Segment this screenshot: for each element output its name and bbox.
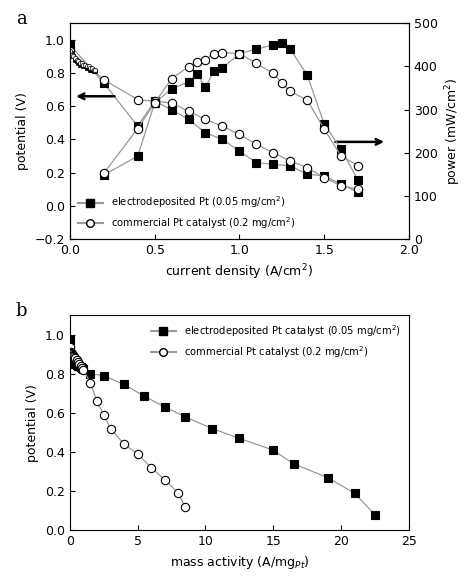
commercial Pt catalyst (0.2 mg/cm$^2$) <box>71 354 77 361</box>
commercial Pt catalyst (0.2 mg/cm$^2$) <box>108 425 113 432</box>
commercial Pt catalyst (0.2 mg/cm$^2$) <box>81 366 86 373</box>
commercial Pt catalyst (0.2 mg/cm$^2$) <box>135 450 140 457</box>
electrodeposited Pt catalyst (0.05 mg/cm$^2$) <box>121 381 127 388</box>
commercial Pt catalyst (0.2 mg/cm$^2$) <box>74 357 80 364</box>
electrodeposited Pt catalyst (0.05 mg/cm$^2$) <box>182 413 188 420</box>
commercial Pt catalyst (0.2 mg/cm$^2$) <box>175 489 181 496</box>
commercial Pt catalyst (0.2 mg/cm$^2$) <box>101 411 107 418</box>
Y-axis label: power (mW/cm$^2$): power (mW/cm$^2$) <box>443 77 463 184</box>
electrodeposited Pt catalyst (0.05 mg/cm$^2$) <box>73 361 78 368</box>
commercial Pt catalyst (0.2 mg/cm$^2$) <box>148 464 154 471</box>
commercial Pt catalyst (0.2 mg/cm$^2$) <box>67 344 73 351</box>
commercial Pt catalyst (0.2 mg/cm$^2$) <box>75 359 81 365</box>
electrodeposited Pt catalyst (0.05 mg/cm$^2$) <box>372 512 378 519</box>
Line: electrodeposited Pt catalyst (0.05 mg/cm$^2$): electrodeposited Pt catalyst (0.05 mg/cm… <box>66 336 379 519</box>
commercial Pt catalyst (0.2 mg/cm$^2$) <box>78 363 83 370</box>
electrodeposited Pt catalyst (0.05 mg/cm$^2$) <box>74 361 80 368</box>
electrodeposited Pt catalyst (0.05 mg/cm$^2$) <box>142 393 147 400</box>
commercial Pt catalyst (0.2 mg/cm$^2$) <box>68 350 74 357</box>
commercial Pt catalyst (0.2 mg/cm$^2$) <box>76 360 82 367</box>
electrodeposited Pt catalyst (0.05 mg/cm$^2$) <box>79 364 85 371</box>
Y-axis label: potential (V): potential (V) <box>27 384 39 462</box>
electrodeposited Pt catalyst (0.05 mg/cm$^2$) <box>76 363 82 370</box>
electrodeposited Pt catalyst (0.05 mg/cm$^2$) <box>71 360 76 367</box>
commercial Pt catalyst (0.2 mg/cm$^2$) <box>71 353 76 360</box>
electrodeposited Pt catalyst (0.05 mg/cm$^2$) <box>162 403 168 410</box>
commercial Pt catalyst (0.2 mg/cm$^2$) <box>94 398 100 404</box>
Text: a: a <box>16 10 27 29</box>
electrodeposited Pt catalyst (0.05 mg/cm$^2$) <box>70 359 75 365</box>
Legend: electrodeposited Pt catalyst (0.05 mg/cm$^2$), commercial Pt catalyst (0.2 mg/cm: electrodeposited Pt catalyst (0.05 mg/cm… <box>148 320 404 363</box>
Y-axis label: potential (V): potential (V) <box>16 92 29 170</box>
electrodeposited Pt catalyst (0.05 mg/cm$^2$) <box>68 357 74 364</box>
commercial Pt catalyst (0.2 mg/cm$^2$) <box>70 352 75 359</box>
electrodeposited Pt catalyst (0.05 mg/cm$^2$) <box>75 363 81 370</box>
commercial Pt catalyst (0.2 mg/cm$^2$) <box>68 349 73 356</box>
commercial Pt catalyst (0.2 mg/cm$^2$) <box>182 503 188 510</box>
X-axis label: current density (A/cm$^2$): current density (A/cm$^2$) <box>165 262 313 282</box>
electrodeposited Pt catalyst (0.05 mg/cm$^2$) <box>325 474 330 481</box>
commercial Pt catalyst (0.2 mg/cm$^2$) <box>87 379 93 386</box>
electrodeposited Pt catalyst (0.05 mg/cm$^2$) <box>210 425 215 432</box>
electrodeposited Pt catalyst (0.05 mg/cm$^2$) <box>237 435 242 442</box>
electrodeposited Pt catalyst (0.05 mg/cm$^2$) <box>78 363 83 370</box>
electrodeposited Pt catalyst (0.05 mg/cm$^2$) <box>352 489 357 496</box>
electrodeposited Pt catalyst (0.05 mg/cm$^2$) <box>101 372 107 379</box>
electrodeposited Pt catalyst (0.05 mg/cm$^2$) <box>87 370 93 377</box>
commercial Pt catalyst (0.2 mg/cm$^2$) <box>79 364 85 371</box>
Text: b: b <box>16 302 27 320</box>
electrodeposited Pt catalyst (0.05 mg/cm$^2$) <box>291 460 296 467</box>
electrodeposited Pt catalyst (0.05 mg/cm$^2$) <box>67 337 73 344</box>
electrodeposited Pt catalyst (0.05 mg/cm$^2$) <box>71 360 77 367</box>
commercial Pt catalyst (0.2 mg/cm$^2$) <box>69 350 75 357</box>
commercial Pt catalyst (0.2 mg/cm$^2$) <box>162 476 168 483</box>
Legend: electrodeposited Pt (0.05 mg/cm$^2$), commercial Pt catalyst (0.2 mg/cm$^2$): electrodeposited Pt (0.05 mg/cm$^2$), co… <box>75 191 299 234</box>
X-axis label: mass activity (A/mg$_{Pt}$): mass activity (A/mg$_{Pt}$) <box>170 554 309 571</box>
electrodeposited Pt catalyst (0.05 mg/cm$^2$) <box>81 365 86 372</box>
commercial Pt catalyst (0.2 mg/cm$^2$) <box>121 441 127 448</box>
electrodeposited Pt catalyst (0.05 mg/cm$^2$) <box>69 357 75 364</box>
Line: commercial Pt catalyst (0.2 mg/cm$^2$): commercial Pt catalyst (0.2 mg/cm$^2$) <box>66 343 189 511</box>
electrodeposited Pt catalyst (0.05 mg/cm$^2$) <box>271 446 276 453</box>
commercial Pt catalyst (0.2 mg/cm$^2$) <box>73 355 78 362</box>
electrodeposited Pt catalyst (0.05 mg/cm$^2$) <box>68 356 73 363</box>
